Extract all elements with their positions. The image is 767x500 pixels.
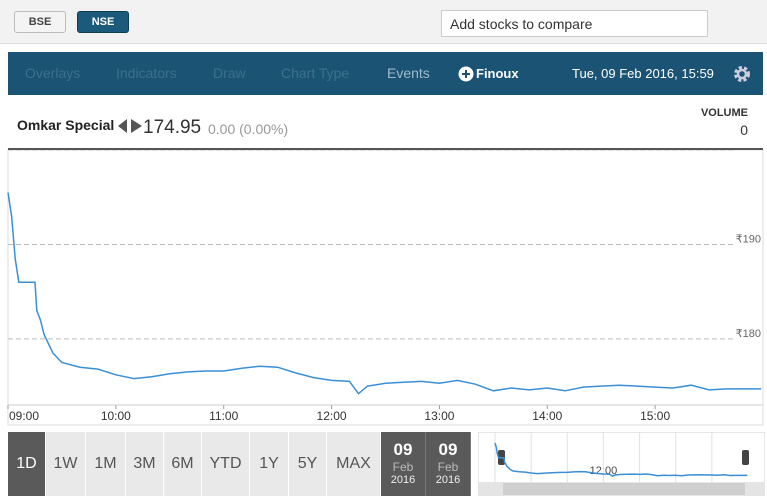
date-day: 09 (438, 440, 458, 459)
volume: 0 (740, 122, 748, 138)
range-button[interactable]: 5Y (289, 432, 327, 496)
date-day: 09 (393, 440, 413, 459)
chart: ₹200 ₹190 ₹180 09:00 10:00 11:00 12:00 13:00 14:… (7, 150, 764, 426)
range-button[interactable]: MAX (327, 432, 381, 496)
compare-input[interactable]: Add stocks to compare (441, 10, 708, 37)
y-tick-label: ₹190 (736, 233, 761, 245)
y-tick-label: ₹200 (736, 150, 761, 151)
range-button[interactable]: YTD (202, 432, 250, 496)
date-month: Feb (437, 460, 459, 474)
toolbar-item[interactable]: Overlays (25, 65, 81, 81)
nav-handle[interactable] (742, 450, 749, 465)
arrows-icon (118, 119, 142, 133)
toolbar-item[interactable]: Draw (213, 65, 246, 81)
range-button[interactable]: 1D (8, 432, 46, 496)
range-button[interactable]: 1W (46, 432, 86, 496)
nav-line (494, 442, 748, 477)
range-button[interactable]: 3M (126, 432, 164, 496)
volume-label: VOLUME (700, 107, 748, 119)
settings-icon[interactable] (733, 65, 751, 83)
range-button[interactable]: 1M (86, 432, 126, 496)
x-tick-label: 11:00 (209, 409, 238, 423)
toolbar-item[interactable]: Chart Type (281, 65, 350, 81)
toolbar-item[interactable]: Events (387, 65, 430, 81)
exchange-button[interactable]: BSE (14, 11, 66, 33)
date-box[interactable]: 09 Feb 2016 (381, 432, 426, 496)
range-button[interactable]: 6M (164, 432, 202, 496)
range-button[interactable]: 1Y (250, 432, 289, 496)
x-tick-label: 09:00 (9, 409, 39, 423)
date-year: 2016 (390, 474, 416, 486)
scrollbar-thumb[interactable] (503, 483, 745, 495)
datetime: Tue, 09 Feb 2016, 15:59 (572, 66, 714, 81)
navigator[interactable]: 12:00 (478, 432, 765, 496)
x-tick-label: 15:00 (640, 409, 670, 423)
x-tick-label: 10:00 (101, 409, 131, 423)
x-tick-label: 12:00 (317, 409, 347, 423)
date-year: 2016 (435, 474, 461, 486)
change: 0.00 (0.00%) (208, 121, 289, 137)
stock-name: Omkar Special (17, 117, 115, 133)
brand: Finoux (476, 66, 519, 81)
toolbar (8, 52, 763, 95)
x-tick-label: 14:00 (532, 409, 562, 423)
exchange-button[interactable]: NSE (77, 11, 129, 33)
price-line (7, 192, 762, 395)
x-tick-label: 13:00 (424, 409, 454, 423)
date-month: Feb (392, 460, 414, 474)
date-box[interactable]: 09 Feb 2016 (426, 432, 471, 496)
brand-icon (458, 66, 474, 82)
y-tick-label: ₹180 (736, 328, 761, 340)
price: 174.95 (143, 117, 202, 138)
toolbar-item[interactable]: Indicators (116, 65, 177, 81)
